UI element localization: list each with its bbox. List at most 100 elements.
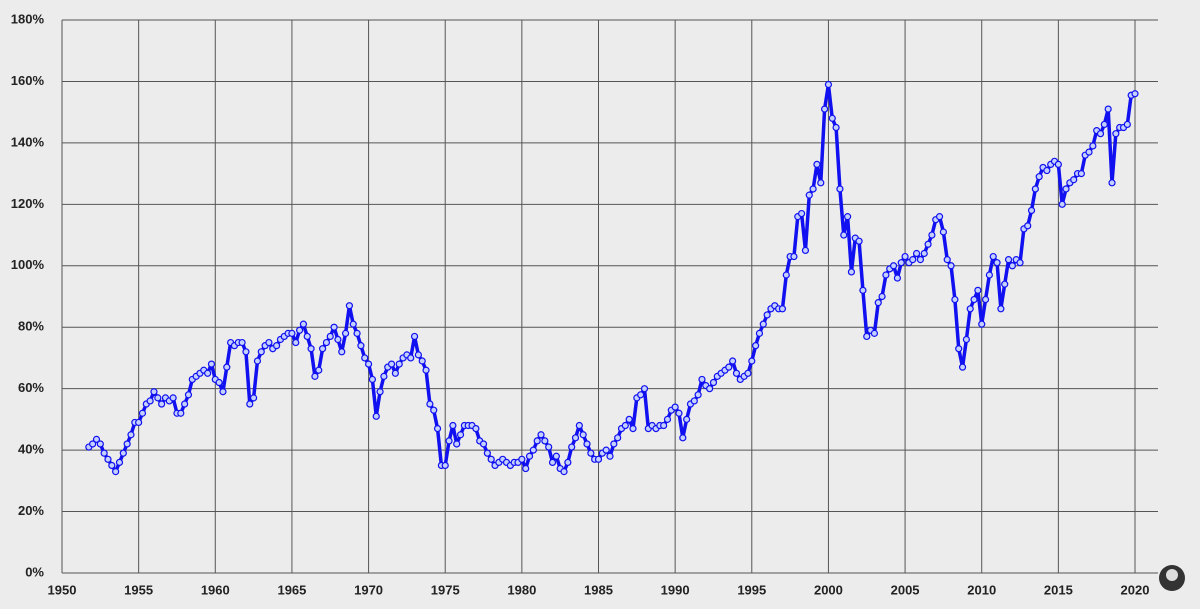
marker [874, 299, 882, 307]
marker [104, 455, 112, 463]
marker [330, 323, 338, 331]
marker [158, 400, 166, 408]
marker [353, 329, 361, 337]
marker [997, 305, 1005, 313]
marker [629, 425, 637, 433]
marker [215, 378, 223, 387]
marker [778, 305, 787, 313]
line [87, 82, 1136, 474]
marker [962, 335, 970, 344]
marker [537, 431, 545, 439]
marker [732, 369, 741, 377]
marker [729, 357, 737, 365]
marker [1004, 256, 1013, 264]
marker [832, 123, 840, 132]
marker [108, 461, 116, 470]
marker [295, 326, 304, 334]
marker [181, 400, 189, 408]
marker [127, 431, 135, 439]
marker [138, 409, 147, 417]
marker [1035, 173, 1043, 181]
marker [694, 391, 702, 399]
marker [1070, 176, 1078, 184]
marker [1131, 90, 1139, 98]
marker [579, 431, 587, 439]
marker [1043, 166, 1051, 175]
marker [560, 468, 568, 476]
marker [391, 369, 399, 377]
marker [253, 357, 262, 365]
marker [698, 375, 706, 384]
marker [966, 305, 974, 313]
marker [533, 437, 541, 445]
marker [341, 329, 350, 337]
y-tick-label: 0% [25, 564, 44, 579]
marker [1054, 160, 1062, 168]
x-tick-label: 1970 [354, 582, 383, 597]
marker [978, 320, 986, 328]
marker [993, 259, 1001, 267]
marker [863, 332, 871, 341]
marker [564, 458, 572, 466]
marker [89, 440, 97, 448]
marker [315, 366, 323, 374]
marker [92, 435, 101, 443]
marker [640, 385, 649, 393]
marker [610, 440, 618, 448]
marker [675, 409, 683, 417]
marker [824, 80, 833, 89]
marker [847, 268, 856, 276]
marker [625, 415, 633, 423]
marker [257, 348, 265, 356]
marker [154, 394, 162, 402]
marker [882, 271, 890, 279]
marker [418, 357, 426, 365]
marker [326, 332, 334, 341]
marker [345, 302, 354, 310]
marker [135, 418, 143, 427]
marker [798, 209, 806, 218]
marker [430, 406, 438, 414]
marker [752, 342, 760, 350]
y-tick-label: 60% [18, 380, 44, 395]
marker [893, 274, 902, 282]
marker [951, 295, 959, 304]
marker [361, 354, 369, 362]
marker [947, 262, 955, 270]
marker [318, 345, 327, 353]
marker [426, 400, 434, 408]
logo [1159, 565, 1185, 591]
marker [380, 372, 388, 380]
y-tick-label: 40% [18, 442, 44, 457]
marker [679, 434, 687, 442]
x-tick-label: 1960 [201, 582, 230, 597]
marker [621, 421, 629, 430]
marker [939, 228, 947, 236]
marker [744, 369, 752, 377]
marker [981, 295, 990, 304]
marker [273, 342, 281, 350]
marker [303, 332, 311, 341]
x-tick-label: 1955 [124, 582, 153, 597]
marker [223, 363, 231, 371]
marker [311, 372, 319, 380]
marker [1123, 120, 1131, 129]
marker [100, 449, 108, 457]
marker [840, 231, 848, 239]
y-tick-label: 140% [11, 134, 45, 149]
marker [1108, 179, 1116, 187]
marker [920, 249, 928, 258]
marker [250, 394, 258, 402]
marker [1104, 105, 1112, 113]
marker [119, 449, 127, 457]
marker [614, 434, 622, 442]
marker [246, 400, 254, 408]
x-tick-label: 1995 [737, 582, 766, 597]
marker [368, 375, 377, 384]
x-tick-label: 2010 [967, 582, 996, 597]
marker [928, 231, 936, 239]
marker [472, 425, 480, 433]
marker [709, 378, 718, 387]
marker [1112, 130, 1120, 138]
marker [445, 437, 453, 445]
